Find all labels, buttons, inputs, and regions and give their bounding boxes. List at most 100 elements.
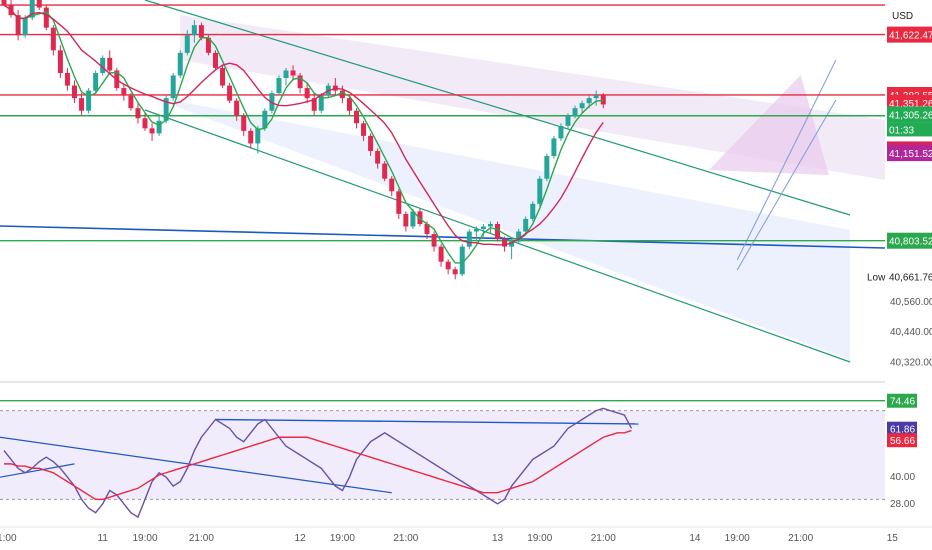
candle-body xyxy=(466,231,472,247)
price-axis: USD 40,560.00 40,440.00 40,320.00 41,622.47 4… xyxy=(867,0,932,550)
rsi-tick-label: 40.00 xyxy=(890,472,915,483)
rsi-value-label: 61.86 xyxy=(890,425,915,436)
rsi-trend-line-left xyxy=(0,463,75,478)
candle-body xyxy=(495,223,500,240)
time-tick-label: 21:00 xyxy=(0,533,17,544)
candle-body xyxy=(480,226,486,230)
trend-line-blue xyxy=(0,225,886,249)
time-axis: 21:00 11 19:00 21:00 12 19:00 21:00 13 19:00 21:0… xyxy=(0,526,932,544)
price-label: 41,151.52 xyxy=(889,149,932,160)
candle-body xyxy=(290,70,296,76)
candle-body xyxy=(57,50,63,73)
price-label: 41,305.26 xyxy=(889,110,932,121)
candle-body xyxy=(509,241,515,247)
rsi-pane xyxy=(0,400,885,519)
candle-body xyxy=(586,98,592,104)
rising-channel-upper xyxy=(736,59,837,261)
rsi-line xyxy=(3,407,633,519)
candle-body xyxy=(184,35,190,53)
candle-body xyxy=(304,88,310,99)
candle-body xyxy=(346,98,352,111)
candle-body xyxy=(198,25,204,38)
candle-body xyxy=(283,70,289,79)
time-tick-label: 19:00 xyxy=(132,533,157,544)
candle-body xyxy=(459,246,465,275)
candle-body xyxy=(600,95,606,105)
candle-body xyxy=(220,67,226,86)
candle-body xyxy=(339,90,345,99)
candle-body xyxy=(361,123,367,136)
price-label: 40,661.76 xyxy=(889,272,932,283)
price-tick-label: 40,320.00 xyxy=(890,357,932,368)
candle-body xyxy=(551,138,557,157)
price-label-box xyxy=(887,26,932,43)
candle-body xyxy=(523,218,529,232)
candle-body xyxy=(135,108,141,119)
rsi-ma-line xyxy=(4,429,632,501)
time-tick-label: 13 xyxy=(492,533,504,544)
candle-body xyxy=(431,234,437,247)
candle-body xyxy=(177,52,183,76)
candle-body xyxy=(121,88,127,96)
candle-body xyxy=(417,211,423,224)
time-tick-label: 19:00 xyxy=(527,533,552,544)
rsi-band-fill xyxy=(0,410,885,500)
candle-body xyxy=(375,150,381,164)
candle-body xyxy=(107,57,113,71)
candle-body xyxy=(64,72,70,86)
candle-body xyxy=(579,103,585,109)
candle-body xyxy=(403,213,409,227)
candle-body xyxy=(593,95,599,99)
candle-body xyxy=(36,0,42,8)
candle-body xyxy=(170,75,176,99)
candle-body xyxy=(234,100,240,116)
triangle-shade xyxy=(709,75,829,175)
candle-body xyxy=(86,90,92,111)
candle-body xyxy=(537,178,543,204)
price-tick-label: 40,560.00 xyxy=(890,297,932,308)
ma-fast-line xyxy=(3,4,604,264)
candle-body xyxy=(227,85,233,101)
candle-body xyxy=(445,261,451,270)
time-tick-label: 14 xyxy=(689,533,701,544)
candle-body xyxy=(29,0,35,18)
price-label-countdown: 01:33 xyxy=(889,125,914,136)
time-tick-label: 21:00 xyxy=(393,533,418,544)
candle-body xyxy=(163,98,169,121)
candle-body xyxy=(50,27,56,51)
candle-body xyxy=(516,231,522,242)
price-label: 41,351.26 xyxy=(889,99,932,110)
candle-body xyxy=(558,125,564,139)
price-label: 40,803.52 xyxy=(889,237,932,248)
candle-body xyxy=(248,130,254,144)
price-label-prefix: Low xyxy=(867,272,886,283)
rsi-label-box xyxy=(887,393,917,408)
candle-body xyxy=(255,128,261,144)
candle-body xyxy=(156,120,162,134)
candle-body xyxy=(389,178,395,192)
candle-body xyxy=(142,118,148,129)
candle-body xyxy=(572,108,578,116)
candle-body xyxy=(473,229,479,232)
price-pane xyxy=(0,0,932,383)
currency-label: USD xyxy=(892,11,913,22)
candle-body xyxy=(311,98,317,111)
candle-body xyxy=(565,115,571,126)
candle-body xyxy=(93,72,99,91)
candle-body xyxy=(191,25,197,36)
candle-body xyxy=(502,239,508,247)
candle-body xyxy=(396,191,402,214)
rsi-trend-line-mid xyxy=(0,436,392,494)
rising-channel-lower xyxy=(736,99,837,271)
candle-body xyxy=(22,17,28,36)
candle-body xyxy=(1,0,7,6)
time-tick-label: 21:00 xyxy=(788,533,813,544)
time-tick-label: 19:00 xyxy=(330,533,355,544)
time-tick-label: 11 xyxy=(98,533,109,544)
price-label-box xyxy=(887,106,932,123)
time-tick-label: 21:00 xyxy=(189,533,214,544)
candle-body xyxy=(262,110,268,129)
candle-body xyxy=(15,15,21,36)
candle-body xyxy=(487,223,493,227)
